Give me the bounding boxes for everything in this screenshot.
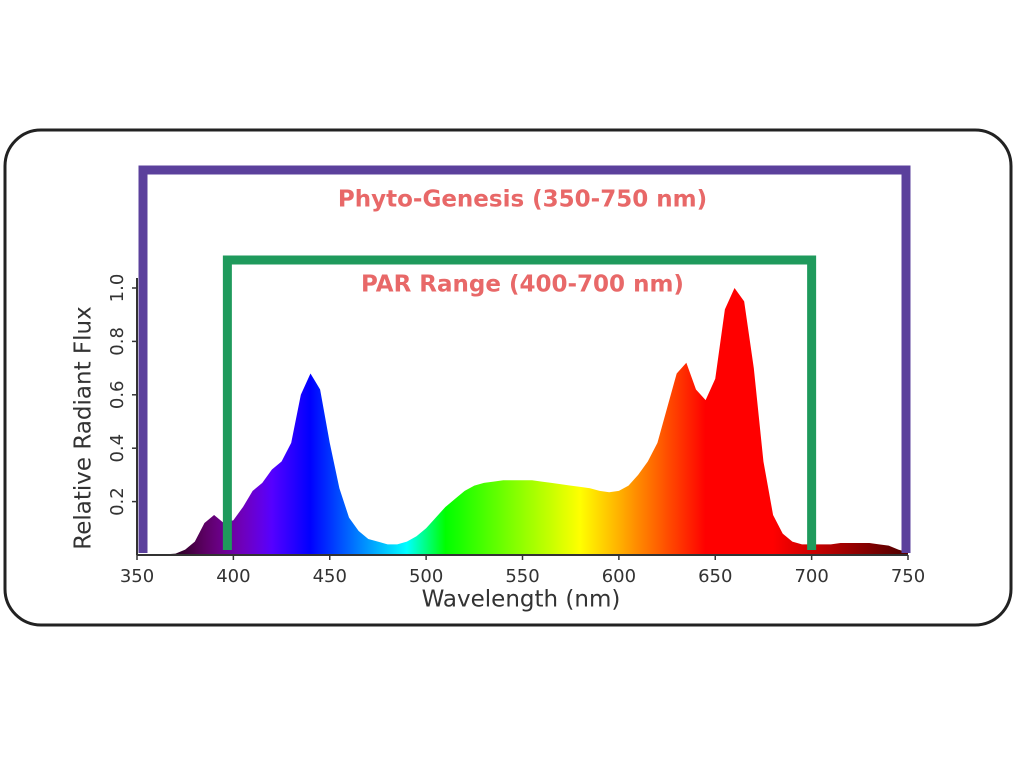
range-label: Phyto-Genesis (350-750 nm) (338, 187, 707, 213)
x-tick-label: 350 (120, 566, 154, 587)
x-tick-label: 400 (216, 566, 250, 587)
x-tick-label: 450 (313, 566, 347, 587)
range-bracket (222, 255, 817, 550)
spectrum-area (137, 288, 908, 555)
y-tick-label: 0.2 (107, 487, 128, 516)
y-tick-label: 0.6 (107, 380, 128, 409)
x-tick-label: 600 (602, 566, 636, 587)
x-tick-label: 550 (505, 566, 539, 587)
range-bracket (138, 165, 911, 553)
y-tick-label: 1.0 (107, 274, 128, 303)
y-axis-title: Relative Radiant Flux (71, 306, 97, 549)
x-tick-label: 750 (891, 566, 925, 587)
x-axis-title: Wavelength (nm) (422, 587, 621, 613)
range-label: PAR Range (400-700 nm) (361, 272, 684, 298)
x-tick-label: 650 (698, 566, 732, 587)
x-tick-label: 700 (794, 566, 828, 587)
y-tick-label: 0.4 (107, 434, 128, 463)
x-tick-label: 500 (409, 566, 443, 587)
y-tick-label: 0.8 (107, 327, 128, 356)
